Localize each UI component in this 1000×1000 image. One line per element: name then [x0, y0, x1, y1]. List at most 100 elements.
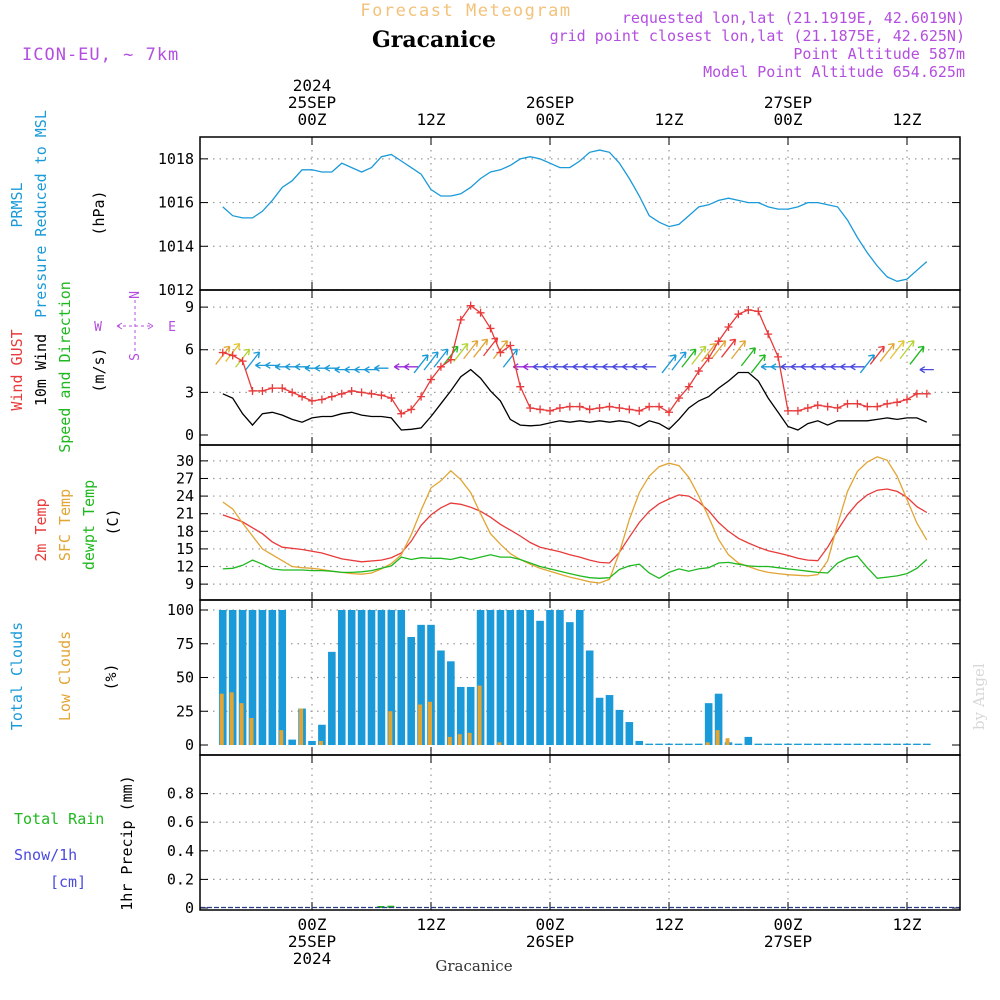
bottom-time-label: 26SEP: [526, 932, 574, 951]
total-cloud-bar: [774, 743, 782, 745]
product-title: Forecast Meteogram: [360, 1, 571, 21]
top-time-label: 12Z: [893, 110, 922, 129]
wind-arrow: [740, 347, 756, 367]
gust-marker: [476, 308, 485, 317]
top-time-label: 25SEP: [288, 93, 336, 112]
wind-arrow: [681, 348, 697, 368]
gust-marker: [903, 395, 911, 404]
gust-marker: [327, 392, 336, 401]
gust-marker: [367, 389, 376, 398]
gust-marker: [248, 386, 257, 395]
side-label: SFC Temp: [56, 489, 74, 561]
panel-precipitation: 0 0.2 0.4 0.6 0.8: [167, 754, 961, 917]
total-cloud-bar: [347, 610, 356, 745]
gust-marker: [565, 402, 574, 411]
bottom-time-label: 12Z: [893, 915, 922, 934]
compass-east-label: E: [168, 320, 176, 335]
gust-marker: [734, 310, 743, 319]
low-cloud-bar: [318, 740, 323, 745]
total-cloud-bar: [764, 743, 772, 745]
wind-arrow: [403, 363, 419, 371]
side-label: Total Clouds: [8, 622, 26, 730]
plot-area: [222, 456, 928, 584]
low-cloud-bar: [497, 742, 502, 745]
total-cloud-bar: [447, 661, 455, 745]
total-cloud-bar: [308, 740, 316, 745]
panel-frame: [199, 136, 961, 291]
y-tick-label: 1012: [158, 281, 194, 299]
total-cloud-bar: [694, 743, 703, 745]
wind-arrow: [691, 345, 707, 365]
gust-marker: [317, 395, 326, 404]
model-name: ICON-EU, ~ 7km: [22, 45, 179, 65]
y-tick-label: 24: [176, 487, 194, 505]
rain-bar: [387, 905, 395, 908]
total-cloud-bar: [397, 610, 406, 745]
gust-marker: [764, 330, 773, 339]
gust-marker: [506, 341, 515, 350]
gust-marker: [238, 357, 247, 366]
low-cloud-bar: [249, 718, 254, 745]
gust-marker: [674, 394, 683, 403]
total-cloud-bar: [268, 610, 277, 745]
gust-marker: [377, 391, 386, 400]
y-tick-label: 1014: [158, 237, 194, 255]
location-title: Gracanice: [372, 27, 496, 53]
compass-north-label: N: [128, 291, 143, 299]
total-cloud-bar: [466, 686, 475, 745]
gust-marker: [605, 402, 614, 411]
plot-area: [200, 905, 960, 909]
gust-marker: [823, 402, 832, 411]
total-cloud-bar: [318, 724, 326, 745]
y-tick-label: 0: [185, 426, 194, 444]
total-cloud-bar: [714, 693, 723, 745]
gust-marker: [853, 399, 862, 408]
total-cloud-bar: [516, 610, 525, 745]
credit-watermark: by Angel: [970, 663, 988, 730]
gust-marker: [526, 404, 535, 412]
gust-marker: [724, 323, 733, 331]
panel-frame: [199, 754, 961, 911]
wind-arrow: [443, 345, 459, 365]
y-tick-label: 9: [185, 575, 194, 593]
side-label: (m/s): [90, 347, 108, 392]
compass-rose: W E N S: [94, 291, 176, 361]
total-cloud-bar: [486, 610, 495, 745]
gust-marker: [308, 396, 316, 405]
total-cloud-bar: [913, 743, 921, 745]
plot-area: [215, 301, 934, 431]
total-cloud-bar: [218, 610, 227, 745]
gust-marker: [585, 405, 594, 414]
bottom-time-label: 27SEP: [764, 932, 812, 951]
total-cloud-bar: [288, 739, 296, 745]
series-10m-wind: [222, 368, 928, 431]
series-2m-temp: [222, 488, 928, 564]
gust-marker: [595, 404, 604, 412]
wind-arrow: [909, 345, 925, 365]
gust-marker: [922, 389, 931, 398]
y-tick-label: 25: [176, 702, 194, 720]
total-cloud-bar: [804, 743, 812, 745]
total-cloud-bar: [813, 743, 822, 745]
gust-marker: [655, 402, 664, 411]
side-label: (%): [102, 663, 120, 690]
top-time-label: 12Z: [417, 110, 446, 129]
total-cloud-bar: [248, 610, 257, 745]
wind-arrow: [463, 340, 479, 360]
gust-marker: [496, 348, 505, 357]
y-tick-label: 1018: [158, 150, 194, 168]
y-tick-label: 3: [185, 383, 194, 401]
precip-label-rain: Total Rain: [14, 810, 104, 828]
low-cloud-bar: [428, 701, 432, 745]
gust-marker: [843, 399, 852, 408]
wind-arrow: [919, 366, 934, 374]
rain-bar: [377, 906, 385, 908]
top-time-label: 00Z: [536, 110, 565, 129]
bottom-time-label: 2024: [293, 949, 332, 968]
precip-label-snow: Snow/1h: [14, 846, 77, 864]
gust-marker: [863, 402, 872, 411]
gust-marker: [298, 392, 307, 401]
panel-side-labels: PRMSL Pressure Reduced to MSL (hPa) Wind GU…: [8, 110, 176, 911]
wind-arrow: [433, 348, 449, 368]
